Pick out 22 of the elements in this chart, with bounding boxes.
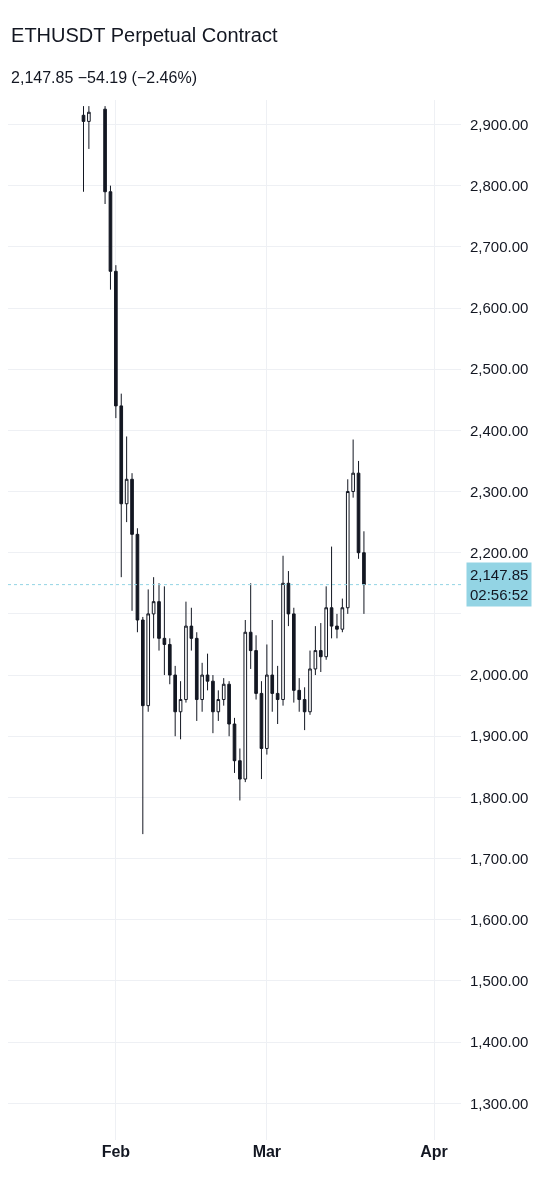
y-tick-label: 2,500.00 (470, 360, 529, 378)
y-tick-label: 1,600.00 (470, 911, 529, 929)
chart-title: ETHUSDT Perpetual Contract (11, 24, 278, 46)
y-tick-label: 2,200.00 (470, 543, 529, 561)
y-tick-label: 2,800.00 (470, 176, 529, 194)
y-tick-label: 1,500.00 (470, 972, 529, 990)
chart-subtitle: 2,147.85 −54.19 (−2.46%) (11, 68, 197, 86)
x-tick-label: Feb (101, 1143, 131, 1160)
y-tick-label: 1,400.00 (470, 1033, 529, 1051)
y-tick-label: 2,400.00 (470, 421, 529, 439)
y-tick-label: 1,300.00 (470, 1094, 529, 1112)
x-tick-label: Apr (420, 1143, 448, 1160)
y-tick-label: 2,300.00 (470, 482, 529, 500)
y-tick-label: 2,000.00 (470, 666, 529, 684)
ref-line-label: 2,147.85 02:56:52 (470, 566, 529, 603)
y-tick-label: 1,800.00 (470, 788, 529, 806)
y-tick-label: 2,900.00 (470, 115, 529, 133)
x-tick-label: Mar (252, 1143, 282, 1160)
y-tick-label: 2,700.00 (470, 238, 529, 256)
y-tick-label: 1,700.00 (470, 849, 529, 867)
y-tick-label: 2,600.00 (470, 299, 529, 317)
y-tick-label: 1,900.00 (470, 727, 529, 745)
